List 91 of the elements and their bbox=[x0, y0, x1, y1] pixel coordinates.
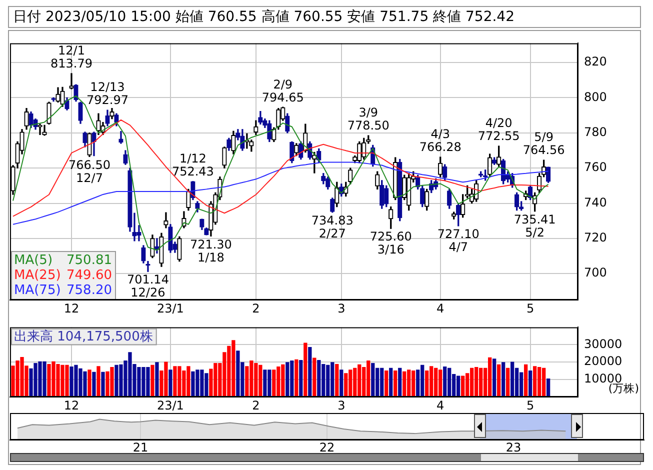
x-tick-label: 2 bbox=[252, 398, 260, 412]
annotation: 727.10 4/7 bbox=[437, 227, 480, 254]
bar bbox=[263, 370, 267, 397]
bar bbox=[312, 358, 316, 397]
annotation: 766.50 12/7 bbox=[68, 158, 110, 185]
bar bbox=[96, 366, 100, 397]
annotation: 1/12 752.43 bbox=[172, 152, 214, 179]
annotation: 5/9 764.56 bbox=[522, 130, 565, 158]
x-tick-label: 21 bbox=[132, 440, 148, 454]
chart-title: 出来高 104,175,500株 bbox=[14, 328, 153, 345]
candlestick bbox=[136, 225, 142, 242]
annotation: 721.30 1/18 bbox=[190, 237, 232, 264]
y-tick-label: 740 bbox=[584, 195, 607, 210]
annotation: 725.60 3/16 bbox=[370, 230, 412, 257]
x-tick-label: 12 bbox=[64, 398, 80, 412]
bar bbox=[101, 372, 105, 397]
x-tick-label: 23 bbox=[506, 440, 522, 454]
y-tick-label: 30000 bbox=[584, 336, 622, 351]
x-tick-label: 2 bbox=[252, 301, 260, 316]
candlestick bbox=[69, 73, 74, 90]
y-tick-label: 720 bbox=[584, 230, 607, 245]
bar bbox=[272, 370, 276, 397]
x-tick-label: 5 bbox=[526, 398, 534, 412]
y-tick-label: 20000 bbox=[584, 354, 622, 368]
bar bbox=[524, 364, 528, 397]
x-tick-label: 3 bbox=[338, 398, 346, 412]
y-tick-label: 700 bbox=[584, 266, 607, 280]
bar bbox=[286, 362, 290, 397]
y-axis-title: (万株) bbox=[608, 382, 639, 395]
bar bbox=[155, 362, 159, 397]
text: MA(5) bbox=[14, 252, 53, 268]
bar bbox=[402, 371, 406, 397]
annotation: 12/13 792.97 bbox=[86, 80, 128, 108]
bar bbox=[150, 364, 154, 397]
bar bbox=[528, 370, 532, 397]
bar bbox=[537, 367, 542, 397]
bar bbox=[492, 358, 496, 397]
bar bbox=[317, 360, 321, 397]
bar bbox=[294, 359, 298, 397]
bar bbox=[506, 368, 510, 397]
bar bbox=[299, 360, 303, 397]
y-tick-label: 820 bbox=[584, 54, 607, 69]
annotation: 4/20 772.55 bbox=[478, 116, 520, 144]
bar bbox=[344, 373, 348, 397]
bar bbox=[340, 370, 344, 397]
bar bbox=[371, 362, 375, 397]
annotation: 735.41 5/2 bbox=[514, 212, 556, 240]
bar bbox=[519, 372, 524, 397]
x-tick-label: 3 bbox=[338, 301, 346, 316]
bar bbox=[394, 370, 398, 397]
bar bbox=[168, 370, 172, 397]
text: MA(75) bbox=[14, 282, 61, 298]
bar bbox=[389, 368, 393, 397]
x-tick-label: 5 bbox=[526, 301, 534, 316]
candlestick bbox=[38, 124, 42, 135]
annotation: 2/9 794.65 bbox=[262, 77, 304, 104]
x-tick-label: 4 bbox=[436, 301, 444, 316]
bar bbox=[92, 372, 96, 397]
x-tick-label: 23/1 bbox=[156, 398, 184, 412]
bar bbox=[398, 368, 402, 397]
x-tick-label: 22 bbox=[319, 440, 335, 454]
x-tick-label: 4 bbox=[436, 398, 444, 412]
annotation: 758.20 bbox=[66, 282, 112, 298]
annotation: 734.83 2/27 bbox=[311, 213, 354, 240]
bar bbox=[335, 364, 339, 397]
annotation: 750.81 bbox=[66, 252, 112, 268]
y-tick-label: 780 bbox=[584, 125, 607, 140]
bar bbox=[88, 370, 92, 397]
bar bbox=[308, 346, 312, 397]
y-tick-label: 800 bbox=[584, 90, 607, 104]
annotation: 3/9 778.50 bbox=[347, 106, 390, 133]
bar bbox=[510, 362, 514, 397]
x-tick-label: 23/1 bbox=[156, 301, 184, 316]
bar bbox=[384, 370, 388, 397]
annotation: 12/1 813.79 bbox=[50, 44, 92, 71]
bar bbox=[497, 364, 501, 397]
annotation: 701.14 12/26 bbox=[126, 272, 169, 300]
bar bbox=[546, 378, 550, 397]
annotation: 749.60 bbox=[66, 268, 112, 283]
bar bbox=[532, 366, 537, 397]
bar bbox=[425, 370, 429, 397]
bar bbox=[304, 342, 308, 397]
x-tick-label: 12 bbox=[64, 301, 80, 316]
bar bbox=[502, 362, 506, 397]
y-tick-label: 760 bbox=[584, 160, 607, 174]
bar bbox=[542, 368, 546, 397]
text: MA(25) bbox=[14, 268, 61, 283]
bar bbox=[461, 376, 465, 397]
bar bbox=[443, 366, 447, 397]
annotation: 4/3 766.28 bbox=[419, 127, 462, 154]
chart-title: 日付 2023/05/10 15:00 始値 760.55 高値 760.55 安値 751.75 終値 752.42 bbox=[8, 6, 641, 28]
